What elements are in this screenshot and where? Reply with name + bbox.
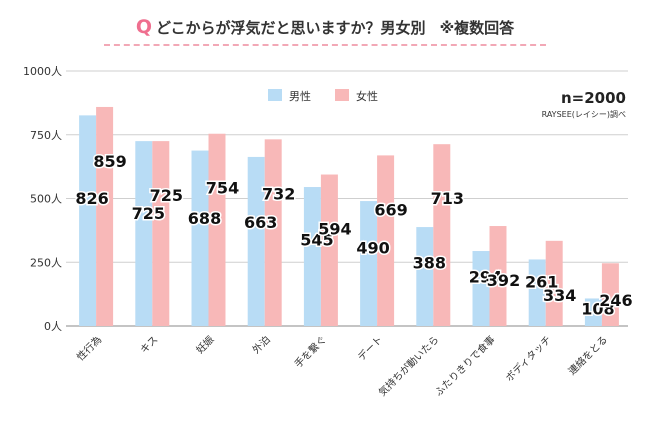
value-label-male: 725 [132,204,165,223]
x-tick-label: キス [139,334,161,356]
bar-male [135,141,153,326]
title-note: ※複数回答 [439,19,515,37]
y-tick-label: 750人 [30,129,62,142]
value-label-male: 545 [300,230,333,249]
value-label-female: 669 [374,200,407,219]
value-label-female: 725 [150,186,183,205]
x-tick-label: 連絡をとる [565,333,610,378]
q-mark: Q [135,16,152,38]
value-label-female: 754 [206,179,239,198]
bar-female [545,240,563,326]
legend-label-male: 男性 [289,89,311,103]
bar-male [584,298,602,326]
bar-male [79,115,97,327]
bar-female [377,155,395,326]
title-divider [104,44,546,46]
bar-female [601,263,619,326]
x-tick-label: 外泊 [250,334,273,357]
bar-female [208,133,226,326]
value-label-male: 490 [356,239,389,258]
x-tick-label: ふたりきりで食事 [432,333,498,399]
value-label-male: 826 [75,189,108,208]
value-label-female: 246 [599,291,632,310]
title-text: どこからが浮気だと思いますか？男女別 [156,19,426,37]
bars [79,106,619,327]
x-tick-label: デート [355,333,385,363]
bar-female [320,174,338,326]
legend: 男性 女性 [268,89,378,103]
bar-female [489,226,507,326]
value-label-male: 688 [188,209,221,228]
y-tick-label: 0人 [44,320,62,333]
value-label-male: 108 [581,299,614,318]
legend-swatch-female [335,89,349,101]
bar-male [303,187,321,326]
bar-male [472,251,490,326]
chart-title: Q どこからが浮気だと思いますか？男女別 ※複数回答 [0,16,650,38]
value-label-male: 388 [413,254,446,273]
legend-swatch-male [268,89,282,101]
bar-female [96,106,114,326]
bar-male [191,150,209,326]
bar-female [264,139,282,326]
bar-female [433,144,451,326]
y-axis: 0人 250人 500人 750人 1000人 [23,65,62,333]
bar-male [360,201,378,326]
x-tick-label: 妊娠 [193,333,216,356]
bar-male [528,259,546,326]
value-label-male: 663 [244,213,277,232]
sample-size: n=2000 [561,89,626,107]
y-tick-label: 500人 [30,193,62,206]
y-tick-label: 1000人 [23,65,62,78]
value-label-female: 732 [262,184,295,203]
value-label-female: 859 [93,152,126,171]
value-label-female: 713 [431,189,464,208]
y-tick-label: 250人 [30,256,62,269]
source-note: RAYSEE(レイシー)調べ [542,109,626,119]
value-label-male: 261 [525,272,558,291]
value-label-male: 294 [469,268,502,287]
value-label-female: 334 [543,286,576,305]
x-tick-label: 性行為 [74,333,104,363]
bar-male [416,227,434,326]
legend-label-female: 女性 [356,89,378,103]
value-label-female: 594 [318,220,351,239]
x-tick-label: ボディタッチ [503,333,554,384]
x-tick-label: 気持ちが動いたら [376,333,442,399]
bar-female [152,141,170,326]
x-tick-label: 手を繋ぐ [292,333,329,370]
bar-male [247,156,265,326]
value-label-female: 392 [487,271,520,290]
